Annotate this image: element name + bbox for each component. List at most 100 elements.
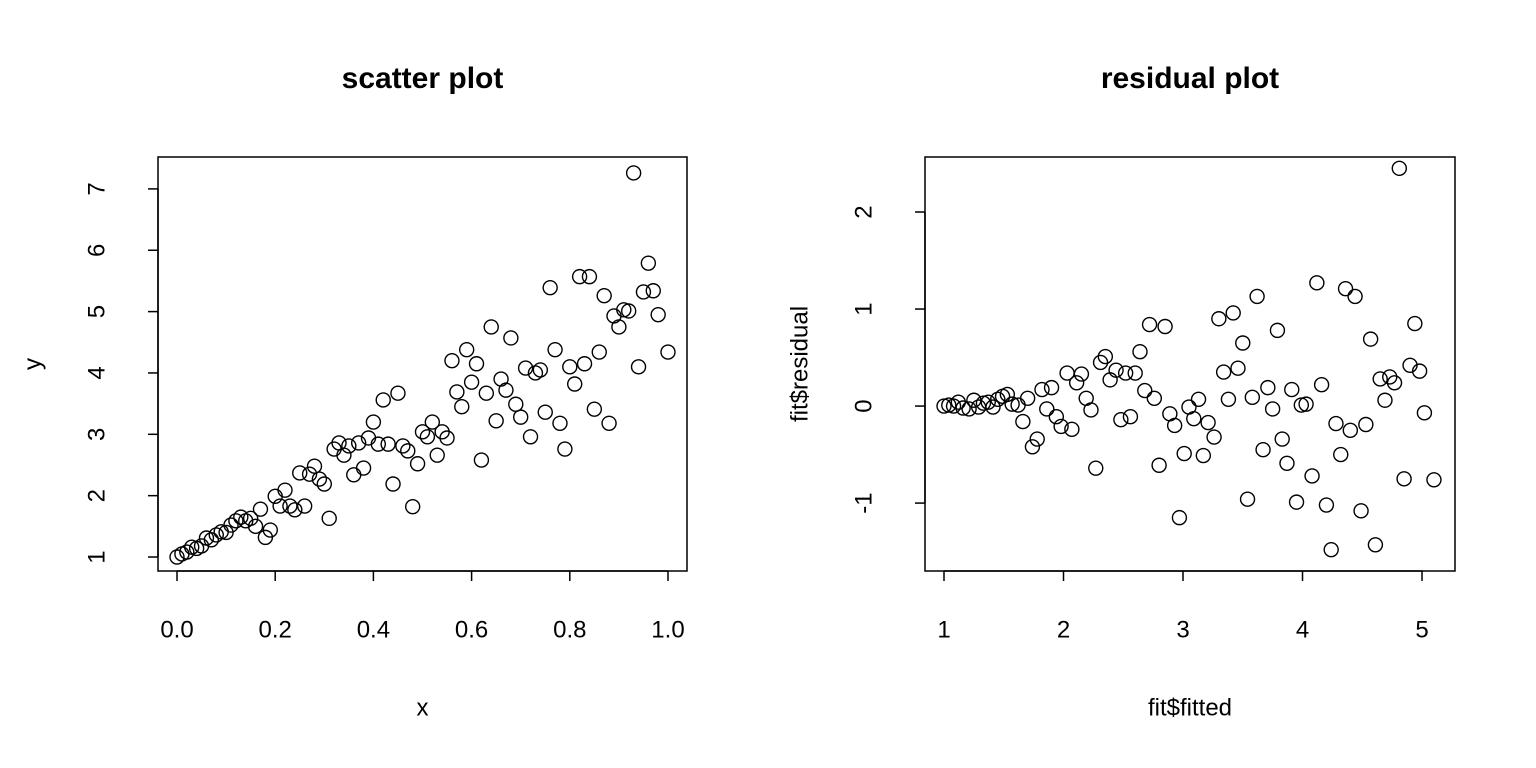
point	[990, 391, 1006, 407]
y-tick-label: 5	[83, 305, 110, 318]
x-tick-label: 1.0	[651, 616, 684, 643]
point	[1092, 354, 1109, 371]
point	[419, 429, 436, 445]
point	[517, 360, 534, 376]
point	[370, 436, 387, 452]
panel-title: scatter plot	[342, 62, 504, 95]
point	[287, 502, 303, 518]
y-tick-label: 3	[83, 428, 110, 441]
point	[355, 460, 372, 476]
point	[350, 435, 367, 451]
x-axis-label: x	[417, 694, 429, 721]
point	[1396, 471, 1412, 487]
point	[336, 447, 352, 463]
point	[1372, 371, 1388, 387]
point	[1034, 381, 1050, 398]
point	[635, 284, 652, 300]
point	[1186, 410, 1202, 427]
point	[650, 306, 666, 323]
point	[1015, 413, 1031, 430]
point	[247, 518, 264, 535]
point	[1053, 418, 1069, 435]
point	[1064, 421, 1080, 438]
point	[1043, 379, 1060, 396]
point	[1146, 390, 1163, 406]
point	[1190, 391, 1207, 407]
point	[228, 513, 244, 529]
point	[292, 465, 308, 481]
point	[1195, 447, 1212, 464]
point	[468, 356, 485, 372]
point	[282, 498, 298, 514]
point	[1309, 275, 1325, 291]
point	[424, 414, 441, 430]
point	[395, 438, 411, 454]
point	[375, 392, 391, 408]
point	[1029, 431, 1045, 447]
x-tick-label: 0.0	[160, 616, 193, 643]
point	[1367, 537, 1384, 553]
point	[1304, 468, 1320, 484]
point	[1215, 364, 1232, 380]
point	[444, 352, 460, 369]
point	[503, 330, 519, 346]
point	[1108, 362, 1124, 378]
point	[1279, 455, 1295, 472]
point	[473, 452, 490, 468]
point	[1200, 414, 1216, 431]
point	[385, 476, 401, 492]
point	[242, 510, 259, 527]
point	[980, 394, 996, 410]
point	[478, 385, 495, 401]
point	[1151, 457, 1167, 473]
point	[1284, 381, 1300, 398]
point	[1244, 389, 1261, 406]
point	[1382, 369, 1398, 385]
point	[562, 359, 578, 375]
point	[1255, 442, 1271, 458]
point	[277, 482, 293, 498]
point	[621, 303, 637, 319]
point	[547, 341, 563, 358]
point	[1113, 411, 1129, 428]
point	[1318, 497, 1335, 513]
point	[630, 359, 647, 375]
point	[1249, 288, 1265, 305]
point	[208, 527, 224, 543]
point	[576, 356, 593, 372]
point	[625, 165, 642, 181]
point	[400, 443, 416, 459]
point	[1333, 446, 1349, 463]
point	[537, 404, 553, 420]
point	[1386, 375, 1403, 391]
point	[1048, 409, 1065, 425]
point	[567, 376, 583, 392]
point	[1127, 365, 1143, 381]
point	[434, 424, 450, 440]
point	[1264, 401, 1281, 417]
point	[341, 438, 357, 454]
point	[1337, 280, 1354, 297]
point	[660, 344, 676, 360]
y-tick-label: 1	[850, 302, 877, 315]
point	[493, 371, 509, 387]
point	[169, 549, 185, 565]
point	[512, 409, 529, 425]
point	[311, 471, 328, 487]
x-tick-label: 0.6	[455, 616, 488, 643]
point	[483, 319, 499, 335]
point	[223, 517, 239, 533]
x-tick-label: 0.2	[259, 616, 292, 643]
point	[1239, 491, 1256, 507]
point	[439, 430, 455, 446]
point	[1024, 439, 1041, 455]
point	[945, 398, 962, 414]
point	[1260, 379, 1276, 396]
point	[1122, 409, 1139, 425]
point	[414, 424, 431, 440]
point	[1171, 509, 1188, 526]
point	[296, 498, 313, 514]
plot-box	[924, 156, 1456, 572]
point	[262, 522, 278, 538]
point	[999, 386, 1016, 403]
